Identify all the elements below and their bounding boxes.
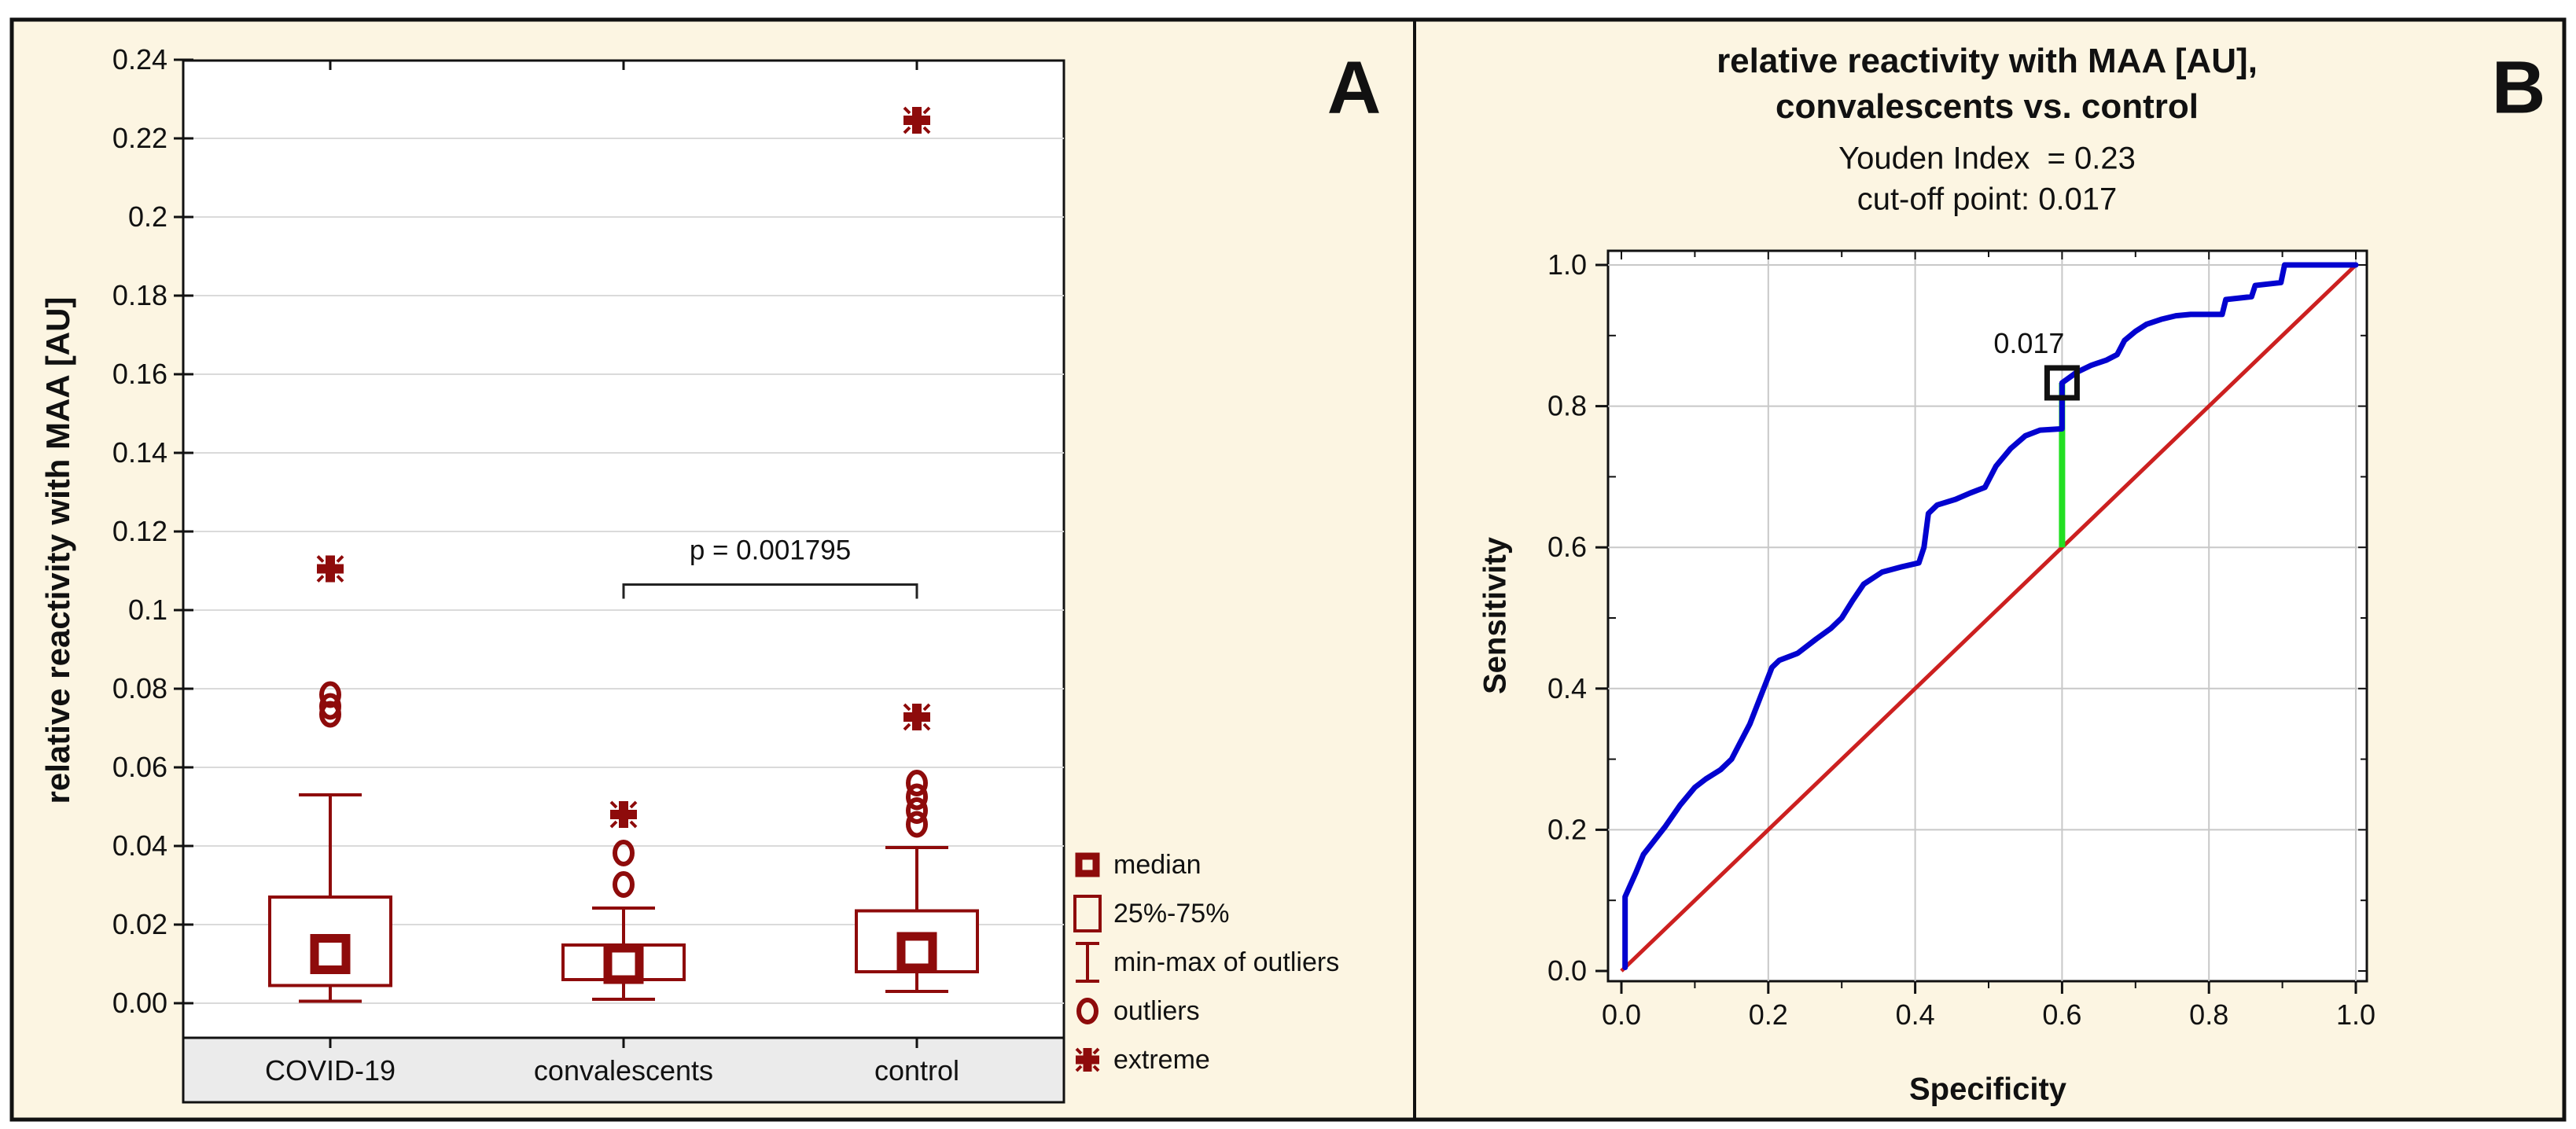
group-label-convalescents: convalescents <box>533 1054 714 1087</box>
svg-text:0.2: 0.2 <box>1749 998 1788 1031</box>
outlier-point <box>319 681 341 708</box>
outlier-point <box>906 770 928 796</box>
svg-text:0.22: 0.22 <box>112 122 167 154</box>
legend-item-extreme: extreme <box>1069 1041 1339 1079</box>
panel-a-y-axis-title: relative reactivity with MAA [AU] <box>39 296 76 804</box>
svg-text:0.14: 0.14 <box>112 436 167 469</box>
outlier-circle-icon <box>1076 998 1098 1024</box>
panel-b-title-line2: convalescents vs. control <box>1776 87 2199 126</box>
reference-diagonal <box>1620 263 2357 973</box>
extreme-star-icon <box>1075 1047 1100 1072</box>
panel-b-youden-index: Youden Index = 0.23 <box>1838 141 2136 176</box>
box-range-icon <box>1073 895 1102 932</box>
svg-text:1.0: 1.0 <box>2336 998 2375 1031</box>
legend-label: extreme <box>1113 1044 1210 1075</box>
outlier-point <box>319 693 341 720</box>
extreme-point <box>903 106 931 134</box>
svg-text:1.0: 1.0 <box>1547 248 1587 281</box>
legend-item-box: 25%-75% <box>1069 895 1339 932</box>
legend: median 25%-75% min-max of outliers outli… <box>1069 846 1339 1079</box>
legend-label: min-max of outliers <box>1113 947 1340 977</box>
panel-b-cutoff-subtitle: cut-off point: 0.017 <box>1857 182 2118 217</box>
group-label-covid19: COVID-19 <box>264 1054 396 1087</box>
svg-text:0.1: 0.1 <box>128 594 167 626</box>
outlier-point <box>613 871 635 898</box>
svg-text:0.12: 0.12 <box>112 515 167 547</box>
whisker-icon <box>1076 942 1099 983</box>
svg-text:0.06: 0.06 <box>112 751 167 783</box>
legend-item-median: median <box>1069 846 1339 884</box>
roc-curve <box>1622 262 2359 971</box>
svg-text:0.24: 0.24 <box>112 43 167 75</box>
roc-panel: 0.0 0.2 0.4 0.6 0.8 1.0 0.0 0.2 0.4 0.6 0.8 1.0 0.01… <box>1547 248 2375 1031</box>
outlier-point <box>906 811 928 838</box>
svg-text:0.16: 0.16 <box>112 358 167 390</box>
median-marker <box>310 934 351 974</box>
svg-text:0.02: 0.02 <box>112 908 167 940</box>
svg-text:0.4: 0.4 <box>1547 672 1587 704</box>
legend-label: outliers <box>1113 995 1200 1026</box>
legend-item-outliers: outliers <box>1069 992 1339 1030</box>
p-value-bracket <box>622 583 918 599</box>
boxplot-panel: 0.00 0.02 0.04 0.06 0.08 0.1 0.12 0.14 0.16 0.18 0… <box>112 43 1065 1104</box>
extreme-point <box>609 800 638 829</box>
svg-text:0.2: 0.2 <box>128 200 167 233</box>
panel-b-title-line1: relative reactivity with MAA [AU], <box>1717 42 2258 80</box>
outlier-point <box>613 840 635 866</box>
svg-text:0.8: 0.8 <box>2189 998 2228 1031</box>
outlier-point <box>906 797 928 824</box>
svg-text:0.2: 0.2 <box>1547 813 1587 845</box>
svg-text:0.18: 0.18 <box>112 279 167 311</box>
median-marker-icon <box>1075 852 1100 877</box>
outlier-point <box>906 783 928 811</box>
svg-text:0.00: 0.00 <box>112 987 167 1019</box>
median-marker <box>603 943 644 984</box>
panel-b-label: B <box>2491 46 2546 130</box>
svg-text:0.8: 0.8 <box>1547 390 1587 422</box>
panel-b-y-axis-title: Sensitivity <box>1478 536 1513 695</box>
category-strip <box>182 1036 1065 1104</box>
svg-text:0.04: 0.04 <box>112 829 167 862</box>
median-marker <box>896 932 937 973</box>
extreme-point <box>903 703 931 731</box>
svg-text:0.0: 0.0 <box>1547 954 1587 987</box>
svg-text:0.4: 0.4 <box>1896 998 1935 1031</box>
cutoff-point-label: 0.017 <box>1993 327 2064 359</box>
panel-b-x-axis-title: Specificity <box>1908 1072 2067 1107</box>
legend-label: 25%-75% <box>1113 898 1230 929</box>
legend-label: median <box>1113 849 1202 880</box>
svg-text:0.08: 0.08 <box>112 672 167 704</box>
extreme-point <box>316 555 344 583</box>
legend-item-whisker: min-max of outliers <box>1069 942 1340 983</box>
svg-text:0.6: 0.6 <box>1547 531 1587 563</box>
panel-a-label: A <box>1327 46 1382 130</box>
svg-text:0.0: 0.0 <box>1602 998 1641 1031</box>
cutoff-marker <box>2044 365 2080 401</box>
group-label-control: control <box>874 1054 960 1087</box>
svg-text:0.6: 0.6 <box>2042 998 2081 1031</box>
p-value-text: p = 0.001795 <box>690 535 851 566</box>
